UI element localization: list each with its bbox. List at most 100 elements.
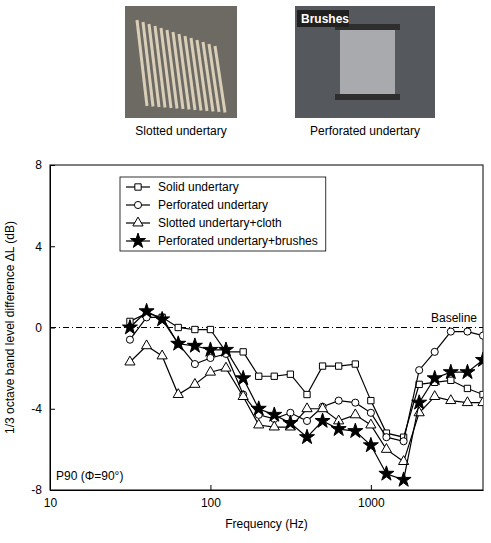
x-axis-line [51,490,484,491]
legend-frame [120,177,326,251]
photo: Brushes [295,6,435,118]
y-tick: 4 [35,240,55,254]
legend-marker [130,233,145,247]
series-marker [412,395,427,409]
series-marker [139,303,154,317]
series-marker [317,403,327,412]
series-marker [331,421,346,435]
photo-slot [215,46,225,113]
baseline-label: Baseline [431,311,477,325]
photo-caption: Slotted undertary [135,124,226,138]
series-marker [464,385,470,391]
chart-root: Slotted undertary Brushes Perforated under… [0,0,491,543]
series-marker [348,423,363,437]
series-marker [236,370,251,384]
series-marker [315,413,330,427]
series-line [130,346,483,462]
plot-area [122,303,483,486]
series-marker [448,377,454,383]
series-marker [302,403,312,412]
legend-marker [134,201,141,208]
y-tick-mark [50,165,55,166]
series-marker [431,348,438,355]
series-marker [379,466,394,480]
series-marker [396,472,411,486]
series-line [130,311,483,480]
series-marker [269,421,279,430]
photo-label: Brushes [301,12,349,26]
series-marker [126,336,133,343]
y-tick-label: 8 [35,158,42,172]
legend-marker [133,217,143,226]
photo-label-bg [297,10,349,27]
series-marker [203,342,218,356]
legend-marker [135,184,141,190]
series-marker [478,397,483,406]
legend-label: Slotted undertary+cloth [158,216,282,230]
x-tick-label: 1000 [358,496,385,510]
series-marker [400,438,407,445]
x-tick: 1000 [358,485,385,510]
photo-frame [295,6,435,118]
series-marker [141,340,151,349]
series-marker [205,366,215,375]
y-tick: -4 [31,402,55,416]
series-marker [155,311,170,325]
legend: Solid undertaryPerforated undertarySlott… [120,177,326,251]
series-marker [157,350,167,359]
series-marker [427,370,442,384]
series-marker [319,363,325,369]
series-marker [271,373,277,379]
x-tick-mark [371,485,372,490]
series-marker [446,395,456,404]
plot-frame [50,165,483,490]
series-marker [207,326,213,332]
panel-label: P90 (Φ=90°) [56,469,123,483]
x-tick-mark [210,485,211,490]
photo-caption: Perforated undertary [310,124,420,138]
baseline [50,327,483,328]
y-tick-mark [50,490,55,491]
series-line [130,317,483,441]
x-axis-title: Frequency (Hz) [225,517,308,531]
x-tick-label: 10 [44,496,58,510]
series-marker [173,389,183,398]
photo-brush [335,94,400,100]
y-tick-label: -4 [31,402,42,416]
series-marker [352,399,359,406]
series-marker [303,417,310,424]
x-tick: 100 [201,485,221,510]
y-tick-label: -8 [31,483,42,497]
legend-label: Solid undertary [158,180,239,194]
series-marker [430,391,440,400]
series-marker [171,336,186,350]
y-tick-label: 4 [35,240,42,254]
series-marker [366,419,376,428]
series-marker [300,429,315,443]
y-tick-label: 0 [35,321,42,335]
series-marker [256,373,262,379]
series-marker [240,349,246,355]
series-line [130,313,483,437]
series-marker [218,342,233,356]
series-marker [447,328,454,335]
series-marker [207,354,214,361]
series-marker [254,419,264,428]
series-marker [175,324,181,330]
y-tick: -8 [31,483,55,497]
series-marker [190,378,200,387]
series-marker [187,338,202,352]
series-marker [460,364,475,378]
series-marker [304,391,310,397]
series-marker [267,407,282,421]
series-marker [383,434,390,441]
series-marker [221,362,231,371]
series-marker [352,361,358,367]
series-marker [335,397,342,404]
series-marker [479,332,483,339]
series-marker [368,397,374,403]
series-marker [381,443,391,452]
series-marker [122,320,137,334]
series-marker [475,352,483,366]
series-marker [251,401,266,415]
